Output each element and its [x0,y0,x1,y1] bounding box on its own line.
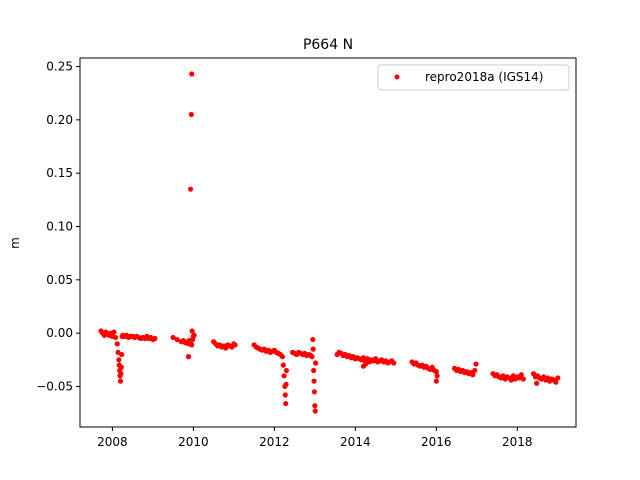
chart-title: P664 N [303,37,353,53]
data-point [310,346,316,352]
data-point [313,360,319,366]
y-tick-label: −0.05 [36,379,73,393]
data-point [312,403,318,409]
data-point [309,354,315,360]
y-axis-ticks: −0.05 0.00 0.05 0.10 0.15 0.20 0.25 [36,60,80,393]
data-point [282,392,288,398]
x-tick-label: 2014 [340,435,371,449]
data-point [433,368,439,375]
x-tick-label: 2008 [97,435,128,449]
data-point [232,342,238,348]
data-point [111,329,117,335]
y-tick-label: 0.00 [46,326,73,340]
plot-frame [79,57,577,428]
data-point [281,373,287,379]
y-tick-label: 0.15 [46,166,73,180]
data-point [187,186,194,192]
data-point [534,380,540,386]
data-point [311,367,317,374]
x-tick-label: 2016 [421,435,452,449]
data-point [434,373,440,379]
data-point [113,334,119,341]
y-tick-label: 0.20 [46,113,73,127]
data-point [189,342,195,348]
y-tick-label: 0.05 [46,273,73,287]
data-point [191,332,197,338]
legend-entry-label: repro2018a (IGS14) [425,70,543,84]
data-point [553,379,559,385]
data-point [470,372,476,378]
data-point [279,354,286,360]
data-point [174,336,180,343]
x-axis-ticks: 2008 2010 2012 2014 2016 2018 [97,427,533,449]
data-point [508,377,514,383]
data-point [283,381,289,387]
y-tick-label: 0.25 [46,60,73,74]
legend: repro2018a (IGS14) [377,64,570,91]
x-tick-label: 2010 [178,435,209,449]
data-point [170,334,176,341]
data-point [114,341,120,347]
data-point [391,360,397,366]
data-point [117,378,124,384]
data-point [520,376,526,382]
legend-box [377,64,570,91]
data-point [433,378,439,384]
data-point [189,328,195,334]
data-point [555,375,561,381]
data-point [283,400,289,407]
data-point [152,335,158,342]
data-point [311,389,318,395]
data-point [283,367,290,374]
data-point [472,367,478,374]
data-point [118,371,124,377]
data-points [98,71,561,414]
data-point [312,408,318,414]
data-point [518,372,524,378]
legend-marker-icon [394,74,400,80]
y-axis-label: m [8,237,22,249]
data-point [280,362,286,368]
data-point [362,361,369,367]
x-tick-label: 2018 [502,435,533,449]
data-point [311,378,317,384]
data-point [116,357,122,363]
data-point [188,111,194,118]
data-point [189,71,195,77]
data-point [119,351,125,358]
y-tick-label: 0.10 [46,220,73,234]
data-point [185,354,192,360]
data-point [310,336,316,343]
data-point [473,361,479,367]
x-tick-label: 2012 [259,435,290,449]
data-point [118,364,124,370]
